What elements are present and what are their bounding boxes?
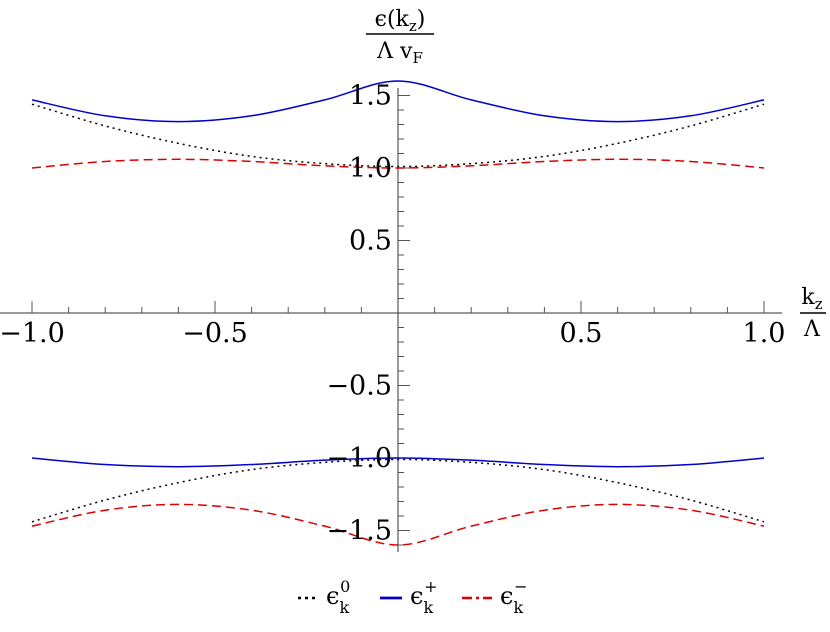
y-tick-label: −1.0	[326, 443, 392, 474]
y-axis-label: ϵ(kz) Λ vF	[366, 7, 434, 67]
axes	[0, 80, 782, 552]
tick-labels: −1.0 −0.5 0.5 1.0 1.5 1.0 0.5 −0.5 −1.0 −1.5	[0, 81, 785, 547]
x-label-numerator: kz	[801, 285, 822, 313]
x-tick-label: −0.5	[182, 318, 248, 349]
series-eps-plus-lower-line	[31, 457, 765, 468]
y-tick-label: 1.5	[349, 81, 392, 112]
x-label-denominator: Λ	[803, 317, 821, 342]
x-tick-label: 0.5	[560, 318, 603, 349]
legend-label-eps-plus: ϵk+	[410, 577, 438, 617]
series-layer	[31, 80, 765, 546]
legend-label-eps0: ϵk0	[326, 577, 350, 617]
y-label-denominator: Λ vF	[376, 39, 423, 67]
y-label-numerator: ϵ(kz)	[375, 7, 426, 35]
y-tick-label: −1.5	[326, 516, 392, 547]
series-eps-minus-lower-line	[31, 503, 765, 546]
legend: ϵk0 ϵk+ ϵk−	[298, 577, 528, 617]
series-eps-minus-upper-line	[31, 158, 765, 169]
y-tick-label: 1.0	[349, 153, 392, 184]
x-tick-label: 1.0	[743, 318, 786, 349]
legend-item-eps-plus: ϵk+	[380, 577, 438, 617]
legend-label-eps-minus: ϵk−	[500, 577, 528, 617]
x-tick-label: −1.0	[0, 318, 65, 349]
y-tick-label: −0.5	[326, 371, 392, 402]
legend-item-eps0: ϵk0	[298, 577, 350, 617]
y-tick-label: 0.5	[349, 226, 392, 257]
series-eps-plus-upper-line	[31, 80, 765, 123]
series-eps0-upper-line	[31, 103, 765, 168]
x-axis-label: kz Λ	[800, 285, 826, 342]
legend-item-eps-minus: ϵk−	[462, 577, 528, 617]
series-eps0-lower-line	[31, 458, 765, 523]
